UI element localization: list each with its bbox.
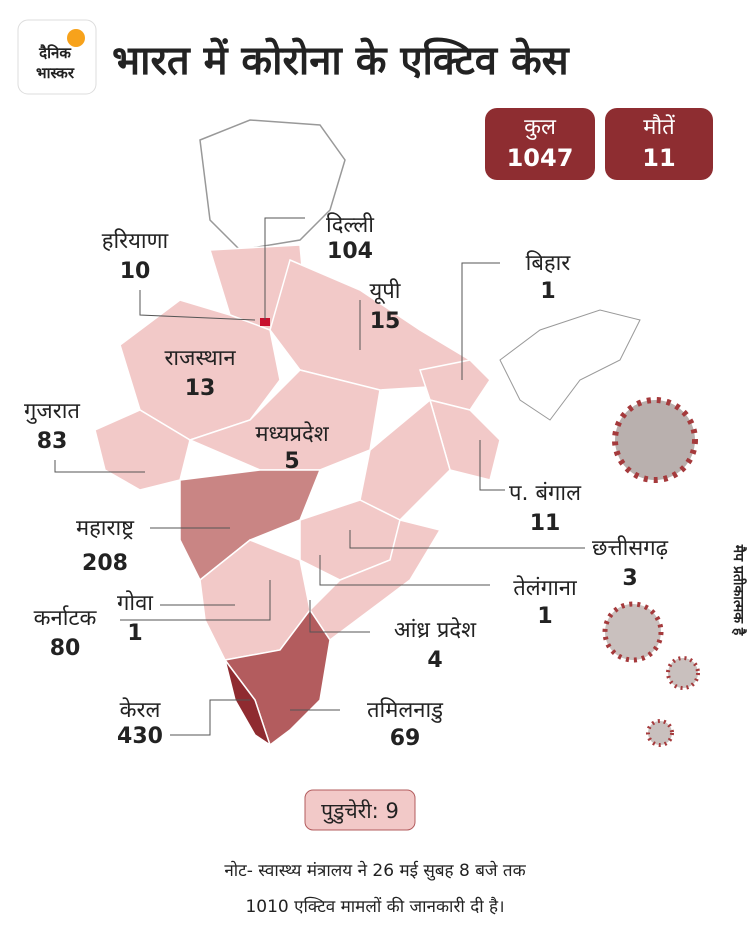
state-name: केरल [120,697,162,723]
state-name: गोवा [117,590,153,616]
virus [666,656,700,690]
total-label: कुल [524,115,557,140]
puducherry-value: 9 [385,799,398,823]
state-name: महाराष्ट्र [76,516,135,541]
state-value: 1 [537,604,552,629]
state-name: प. बंगाल [509,481,582,506]
state-northeast [499,309,641,421]
virus [612,397,698,483]
leader [349,530,585,549]
state-value: 5 [284,449,299,474]
total-box [485,108,595,180]
state-name: कर्नाटक [34,605,98,631]
state-name: बिहार [526,250,572,276]
total-value: 1047 [507,144,574,172]
state-value: 69 [390,726,421,751]
india-map [94,119,641,747]
state-name: दिल्ली [326,212,374,238]
deaths-value: 11 [642,144,675,172]
deaths-box [605,108,713,180]
note-line: नोट- स्वास्थ्य मंत्रालय ने 26 मई सुबह 8 … [224,860,526,881]
puducherry: पुडुचेरी: 9 [321,799,399,824]
state-name: यूपी [370,278,401,305]
virus [602,601,664,663]
leader [479,440,505,491]
state-north [199,119,346,251]
state-name: मध्यप्रदेश [255,421,329,447]
state-value: 3 [622,566,637,591]
leader [139,290,256,321]
leader [170,699,250,736]
logo-text: भास्कर [36,64,75,82]
leader [264,217,305,320]
virus [646,719,674,747]
state-name: आंध्र प्रदेश [394,617,477,643]
state-name: छत्तीसगढ़ [592,535,669,561]
state-value: 104 [327,239,373,264]
state-maharashtra [179,469,322,582]
map-credit: मैप प्रतीकात्मक है [730,544,747,636]
leader [120,580,271,621]
state-value: 13 [185,376,216,401]
delhi-marker [260,318,270,326]
state-value: 1 [127,621,142,646]
leader [461,262,500,380]
state-name: राजस्थान [164,346,236,371]
state-chhattisgarh [359,398,451,521]
title: भारत में कोरोना के एक्टिव केस [112,37,571,84]
state-value: 4 [427,648,442,673]
logo-sun [67,29,85,47]
leader [319,555,490,586]
state-value: 1 [540,279,555,304]
state-value: 83 [37,429,68,454]
puducherry-name: पुडुचेरी: [321,799,379,824]
state-value: 15 [370,309,401,334]
state-kerala [224,659,272,747]
state-value: 430 [117,724,163,749]
state-value: 10 [120,259,151,284]
puducherry-box [304,789,416,831]
note-line: 1010 एक्टिव मामलों की जानकारी दी है। [245,896,504,917]
state-value: 11 [530,511,561,536]
leader [54,460,145,473]
state-name: गुजरात [24,399,80,424]
logo-text: दैनिक [38,44,72,62]
leader [309,600,370,633]
virus-images [602,397,700,747]
state-value: 208 [82,551,128,576]
state-value: 80 [50,636,81,661]
state-name: तमिलनाडु [367,697,443,723]
state-name: हरियाणा [102,228,169,254]
leader-lines [54,217,585,736]
deaths-label: मौतें [643,114,675,140]
state-name: तेलंगाना [513,575,577,601]
